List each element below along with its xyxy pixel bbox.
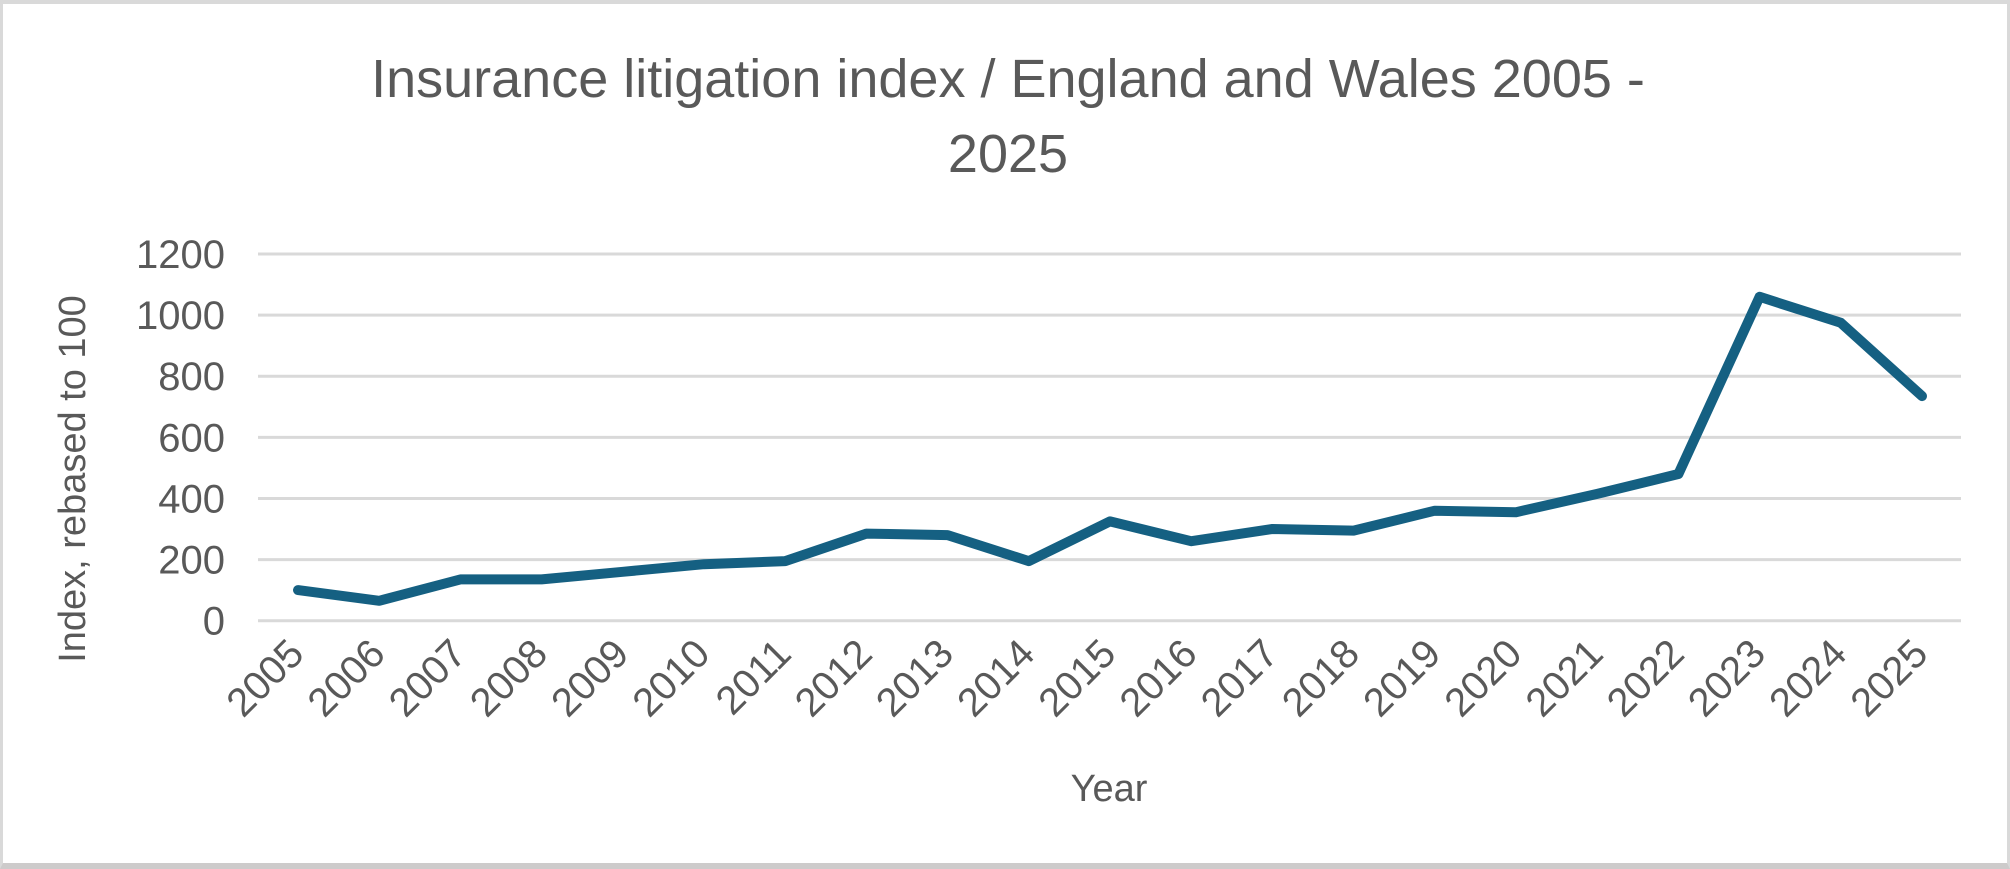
y-axis-title: Index, rebased to 100 [52, 295, 94, 663]
x-tick-label: 2021 [1518, 631, 1612, 725]
x-tick-label: 2013 [868, 631, 962, 725]
chart-title-line1: Insurance litigation index / England and… [371, 49, 1645, 109]
x-tick-label: 2008 [462, 631, 556, 725]
series-line [293, 291, 1927, 606]
x-tick-label: 2018 [1274, 631, 1368, 725]
chart-title-line2: 2025 [948, 124, 1068, 184]
x-tick-label: 2019 [1355, 631, 1449, 725]
x-tick-label: 2022 [1599, 631, 1693, 725]
x-tick-label: 2025 [1842, 631, 1936, 725]
y-axis-tick-labels: 0 200 400 600 800 1000 1200 [136, 233, 225, 644]
x-axis-title: Year [1071, 768, 1148, 810]
x-tick-label: 2011 [708, 631, 800, 723]
x-tick-label: 2009 [543, 631, 637, 725]
x-tick-label: 2012 [787, 631, 881, 725]
x-tick-label: 2017 [1193, 631, 1287, 725]
gridlines [258, 252, 1961, 623]
y-tick-label: 400 [158, 477, 225, 521]
x-tick-label: 2020 [1436, 631, 1530, 725]
x-tick-label: 2015 [1030, 631, 1124, 725]
x-tick-label: 2005 [218, 631, 312, 725]
x-tick-label: 2007 [381, 631, 475, 725]
y-tick-label: 1000 [136, 294, 225, 338]
x-axis-tick-labels: 2005200620072008200920102011201220132014… [218, 631, 1936, 725]
x-tick-label: 2006 [300, 631, 394, 725]
y-tick-label: 200 [158, 539, 225, 583]
x-tick-label: 2016 [1112, 631, 1206, 725]
y-tick-label: 800 [158, 355, 225, 399]
x-tick-label: 2010 [624, 631, 718, 725]
y-tick-label: 1200 [136, 233, 225, 277]
x-tick-label: 2014 [949, 631, 1043, 725]
x-tick-label: 2024 [1761, 631, 1855, 725]
y-tick-label: 0 [203, 600, 225, 644]
x-tick-label: 2023 [1680, 631, 1774, 725]
y-tick-label: 600 [158, 416, 225, 460]
